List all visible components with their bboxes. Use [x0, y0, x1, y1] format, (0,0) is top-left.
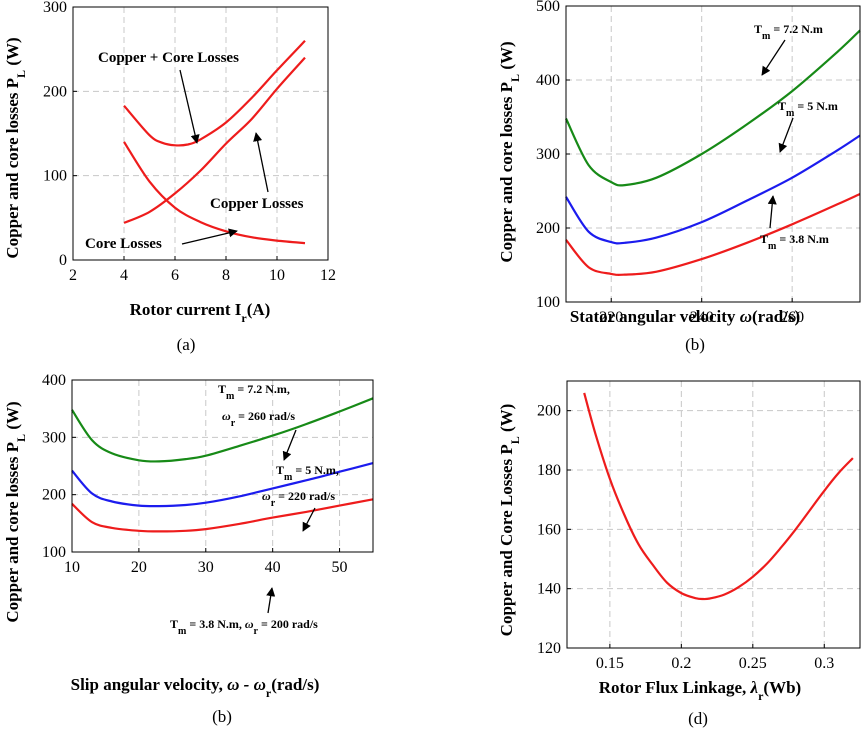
panel-a-arrow-copper	[253, 132, 269, 193]
x-tick-label: 260	[780, 309, 804, 326]
x-tick-label: 6	[171, 267, 179, 284]
y-tick-label: 200	[42, 487, 66, 504]
panel-b-stator-arrow-5	[778, 117, 794, 153]
panel-b-stator-annotation-3-8: Tm = 3.8 N.m	[760, 232, 829, 252]
x-tick-label: 8	[222, 267, 230, 284]
panel-a-annotation-copper: Copper Losses	[210, 196, 304, 212]
panel-b-stator-xlabel: Stator angular velocity ω(rad/s)	[570, 307, 800, 326]
panel-d-series	[583, 392, 854, 601]
y-tick-label: 140	[537, 581, 561, 598]
y-tick-label: 400	[42, 372, 66, 389]
x-tick-label: 10	[269, 267, 285, 284]
panel-b-stator-series	[565, 29, 861, 276]
panel-d-xlabel: Rotor Flux Linkage, λr(Wb)	[599, 678, 801, 703]
panel-d-caption: (d)	[688, 709, 708, 728]
panel-b-slip-ylabel: Copper and core losses PL (W)	[3, 401, 28, 622]
panel-a: 2 4 6 8 10 12 0 100 200 300 Rotor current Ir(A) C…	[3, 0, 336, 354]
panel-b-slip-caption: (b)	[212, 707, 232, 726]
y-tick-label: 120	[537, 640, 561, 657]
series-line-0	[71, 397, 374, 463]
panel-b-stator: 220 240 260 100 200 300 400 500 Stator angular …	[497, 0, 861, 354]
series-line-1	[565, 134, 861, 245]
series-line-1	[123, 56, 306, 224]
y-tick-label: 300	[536, 146, 560, 163]
y-tick-label: 160	[537, 521, 561, 538]
x-tick-label: 0.3	[814, 655, 834, 672]
y-tick-label: 300	[43, 0, 67, 16]
x-tick-label: 10	[64, 559, 80, 576]
panel-b-stator-caption: (b)	[685, 335, 705, 354]
series-line-1	[71, 462, 374, 508]
y-tick-label: 100	[536, 294, 560, 311]
y-tick-label: 400	[536, 72, 560, 89]
x-tick-label: 240	[690, 309, 714, 326]
panel-b-slip-annotation-5-line2: ωr = 220 rad/s	[262, 489, 335, 509]
x-tick-label: 0.15	[596, 655, 624, 672]
panel-b-stator-arrow-7-2	[761, 39, 786, 76]
panel-b-stator-grid	[566, 5, 860, 303]
panel-a-annotation-copper-core: Copper + Core Losses	[98, 50, 239, 66]
y-tick-label: 100	[43, 168, 67, 185]
x-tick-label: 30	[198, 559, 214, 576]
y-tick-label: 200	[537, 403, 561, 420]
panel-b-slip-arrow-7-2	[282, 429, 297, 461]
panel-d-ylabel: Copper and Core Losses PL (W)	[497, 404, 522, 637]
y-tick-label: 100	[42, 544, 66, 561]
panel-a-arrow-copper-core	[179, 69, 200, 144]
panel-b-slip-annotation-3-8: Tm = 3.8 N.m, ωr = 200 rad/s	[170, 617, 318, 637]
panel-a-ylabel: Copper and core losses PL (W)	[3, 37, 28, 258]
panel-a-frame	[72, 6, 329, 261]
series-line-2	[123, 141, 306, 245]
x-tick-label: 20	[131, 559, 147, 576]
x-tick-label: 40	[265, 559, 281, 576]
y-tick-label: 0	[59, 252, 67, 269]
panel-b-slip: 10 20 30 40 50 100 200 300 400 Slip angular velo…	[3, 372, 374, 726]
panel-b-slip-series	[71, 397, 374, 533]
panel-a-xlabel: Rotor current Ir(A)	[130, 300, 271, 325]
x-tick-label: 2	[69, 267, 77, 284]
y-tick-label: 180	[537, 462, 561, 479]
panel-b-slip-ticks: 10 20 30 40 50 100 200 300 400	[42, 372, 348, 576]
panel-a-annotation-core: Core Losses	[85, 236, 162, 252]
panel-d: 0.15 0.2 0.25 0.3 120 140 160 180 200 Rotor Flux…	[497, 380, 861, 728]
series-line-0	[565, 29, 861, 187]
y-tick-label: 300	[42, 429, 66, 446]
panel-d-frame	[566, 380, 861, 649]
panel-a-caption: (a)	[177, 335, 196, 354]
x-tick-label: 0.2	[671, 655, 691, 672]
panel-b-slip-frame	[71, 379, 374, 553]
y-tick-label: 200	[43, 83, 67, 100]
panel-b-slip-annotation-5-line1: Tm = 5 N.m,	[276, 463, 339, 483]
panel-b-slip-annotation-7-2-line2: ωr = 260 rad/s	[222, 409, 295, 429]
x-tick-label: 220	[599, 309, 623, 326]
x-tick-label: 12	[320, 267, 336, 284]
y-tick-label: 500	[536, 0, 560, 15]
series-line-2	[71, 498, 374, 533]
panel-d-ticks: 0.15 0.2 0.25 0.3 120 140 160 180 200	[537, 403, 834, 672]
panel-b-stator-annotation-5: Tm = 5 N.m	[778, 99, 838, 119]
panel-a-series	[123, 39, 306, 245]
series-line-0	[583, 392, 854, 601]
y-tick-label: 200	[536, 220, 560, 237]
x-tick-label: 50	[332, 559, 348, 576]
panel-b-slip-xlabel: Slip angular velocity, ω - ωr(rad/s)	[71, 675, 320, 700]
panel-b-slip-annotation-7-2-line1: Tm = 7.2 N.m,	[218, 382, 290, 402]
panel-b-stator-ylabel: Copper and core losses PL (W)	[497, 41, 522, 262]
x-tick-label: 0.25	[739, 655, 767, 672]
panel-d-grid	[567, 381, 860, 649]
panel-a-ticks: 2 4 6 8 10 12 0 100 200 300	[43, 0, 336, 284]
x-tick-label: 4	[120, 267, 128, 284]
panel-b-stator-arrow-3-8	[767, 195, 777, 229]
panel-b-stator-annotation-7-2: Tm = 7.2 N.m	[754, 22, 823, 42]
panel-b-stator-ticks: 220 240 260 100 200 300 400 500	[536, 0, 804, 326]
panel-b-slip-arrow-3-8	[266, 587, 276, 614]
panel-a-arrow-core	[181, 228, 238, 245]
series-line-2	[565, 192, 861, 276]
panel-b-slip-arrow-5	[302, 507, 316, 532]
